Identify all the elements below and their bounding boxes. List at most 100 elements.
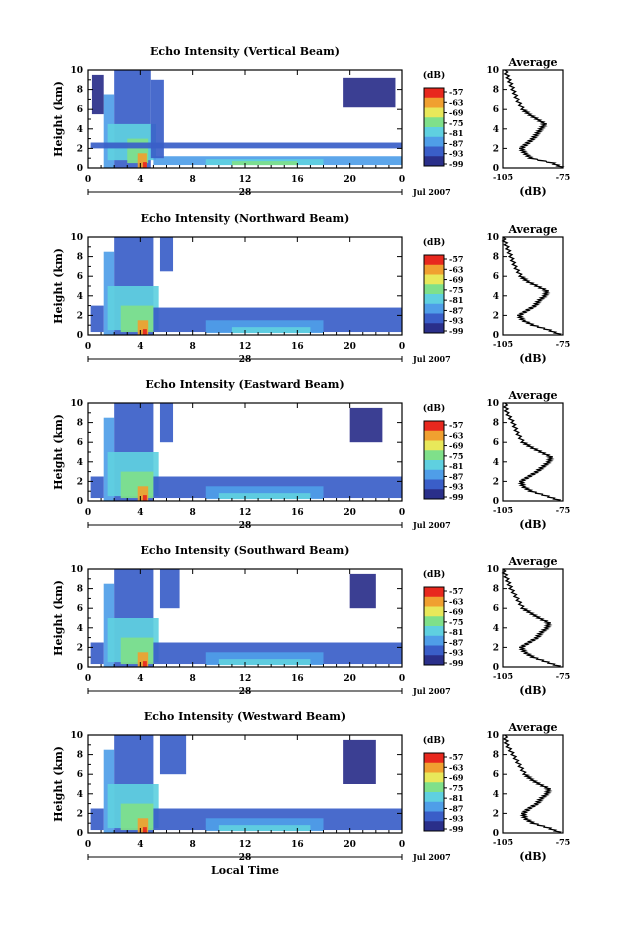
x-tick-label: 4 xyxy=(137,840,143,850)
date-label: Jul 2007 xyxy=(412,852,451,862)
x-tick-label: 16 xyxy=(291,342,304,352)
colorbar-segment xyxy=(424,97,444,108)
x-tick-label: 8 xyxy=(190,175,196,185)
avg-y-tick-label: 8 xyxy=(493,253,499,263)
colorbar-label: -81 xyxy=(449,128,463,138)
colorbar-segment xyxy=(424,596,444,607)
colorbar-label: -63 xyxy=(449,264,464,274)
colorbar-label: -75 xyxy=(449,783,463,793)
heatmap-cell xyxy=(137,486,149,501)
y-tick-label: 8 xyxy=(77,419,83,429)
avg-y-tick-label: 0 xyxy=(493,497,499,507)
colorbar-label: -87 xyxy=(449,138,463,148)
avg-x-axis-label: (dB) xyxy=(519,850,546,863)
colorbar-label: -81 xyxy=(449,295,463,305)
colorbar-segment xyxy=(424,782,444,793)
avg-y-tick-label: 2 xyxy=(493,477,499,487)
colorbar-segment xyxy=(424,88,444,99)
heatmap-cell xyxy=(231,161,298,166)
colorbar-segment xyxy=(424,772,444,783)
colorbar-unit: (dB) xyxy=(423,735,445,746)
panel-1: Echo Intensity (Northward Beam) 0 2 4 6 8 10 0 4… xyxy=(52,212,570,365)
colorbar-segment xyxy=(424,313,444,324)
average-title: Average xyxy=(507,56,557,69)
avg-x-tick-label: -75 xyxy=(556,172,570,182)
day-label: 28 xyxy=(239,188,252,198)
colorbar-label: -57 xyxy=(449,752,463,762)
avg-x-axis-label: (dB) xyxy=(519,185,546,198)
avg-x-axis-label: (dB) xyxy=(519,352,546,365)
average-frame xyxy=(502,69,564,169)
avg-x-tick-label: -75 xyxy=(556,339,570,349)
x-tick-label: 0 xyxy=(399,840,405,850)
colorbar-label: -99 xyxy=(449,159,464,169)
colorbar-segment xyxy=(424,821,444,832)
x-tick-label: 0 xyxy=(85,674,91,684)
y-axis-label: Height (km) xyxy=(52,81,65,157)
heatmap-cell xyxy=(137,153,147,168)
x-tick-label: 20 xyxy=(343,175,356,185)
heatmap-cell xyxy=(159,569,180,609)
heatmap-cell xyxy=(120,803,154,831)
colorbar-segment xyxy=(424,762,444,773)
colorbar-label: -87 xyxy=(449,305,463,315)
avg-y-tick-label: 10 xyxy=(486,565,499,575)
average-frame xyxy=(502,734,564,834)
colorbar-segment xyxy=(424,264,444,275)
colorbar-segment xyxy=(424,421,444,432)
x-tick-label: 0 xyxy=(85,508,91,518)
avg-x-tick-label: -105 xyxy=(493,505,513,515)
colorbar-label: -87 xyxy=(449,471,463,481)
y-tick-label: 4 xyxy=(77,125,83,135)
x-tick-label: 20 xyxy=(343,508,356,518)
colorbar-segment xyxy=(424,645,444,656)
avg-x-tick-label: -105 xyxy=(493,837,513,847)
x-tick-label: 0 xyxy=(399,674,405,684)
day-label: 28 xyxy=(239,853,252,863)
heatmap-cells xyxy=(90,70,402,168)
colorbar-segment xyxy=(424,479,444,490)
colorbar-segment xyxy=(424,303,444,314)
average-frame xyxy=(502,402,564,502)
colorbar-segment xyxy=(424,460,444,471)
x-tick-label: 8 xyxy=(190,674,196,684)
colorbar-frame xyxy=(423,752,445,832)
heatmap-cell xyxy=(218,825,311,832)
avg-y-tick-label: 6 xyxy=(493,604,499,614)
colorbar-label: -75 xyxy=(449,451,463,461)
heatmap-cell xyxy=(218,659,311,666)
colorbar-label: -93 xyxy=(449,149,464,159)
colorbar-label: -87 xyxy=(449,637,463,647)
x-tick-label: 4 xyxy=(137,175,143,185)
colorbar-frame xyxy=(423,420,445,500)
panel-title: Echo Intensity (Westward Beam) xyxy=(144,710,346,723)
avg-y-tick-label: 6 xyxy=(493,105,499,115)
x-tick-label: 0 xyxy=(85,342,91,352)
colorbar-unit: (dB) xyxy=(423,569,445,580)
heatmap-cell xyxy=(90,808,104,831)
y-tick-label: 2 xyxy=(77,144,83,154)
avg-y-tick-label: 4 xyxy=(493,790,499,800)
avg-y-tick-label: 4 xyxy=(493,292,499,302)
avg-y-tick-label: 0 xyxy=(493,331,499,341)
panel-3: Echo Intensity (Southward Beam) 0 2 4 6 8 10 0 4… xyxy=(52,544,570,697)
heatmap-cell xyxy=(142,661,147,667)
date-label: Jul 2007 xyxy=(412,686,451,696)
heatmap-cell xyxy=(343,739,376,784)
colorbar-label: -57 xyxy=(449,420,463,430)
colorbar-segment xyxy=(424,792,444,803)
panel-title: Echo Intensity (Vertical Beam) xyxy=(150,45,340,58)
y-tick-label: 4 xyxy=(77,292,83,302)
y-tick-label: 8 xyxy=(77,86,83,96)
average-profile-line xyxy=(501,236,562,336)
y-tick-label: 8 xyxy=(77,585,83,595)
colorbar-label: -81 xyxy=(449,793,463,803)
y-tick-label: 6 xyxy=(77,770,83,780)
heatmap-cell xyxy=(142,162,147,168)
date-label: Jul 2007 xyxy=(412,187,451,197)
colorbar-label: -99 xyxy=(449,326,464,336)
average-profile-line xyxy=(502,734,562,834)
colorbar-frame xyxy=(423,586,445,666)
x-tick-label: 0 xyxy=(399,508,405,518)
y-axis-label: Height (km) xyxy=(52,414,65,490)
